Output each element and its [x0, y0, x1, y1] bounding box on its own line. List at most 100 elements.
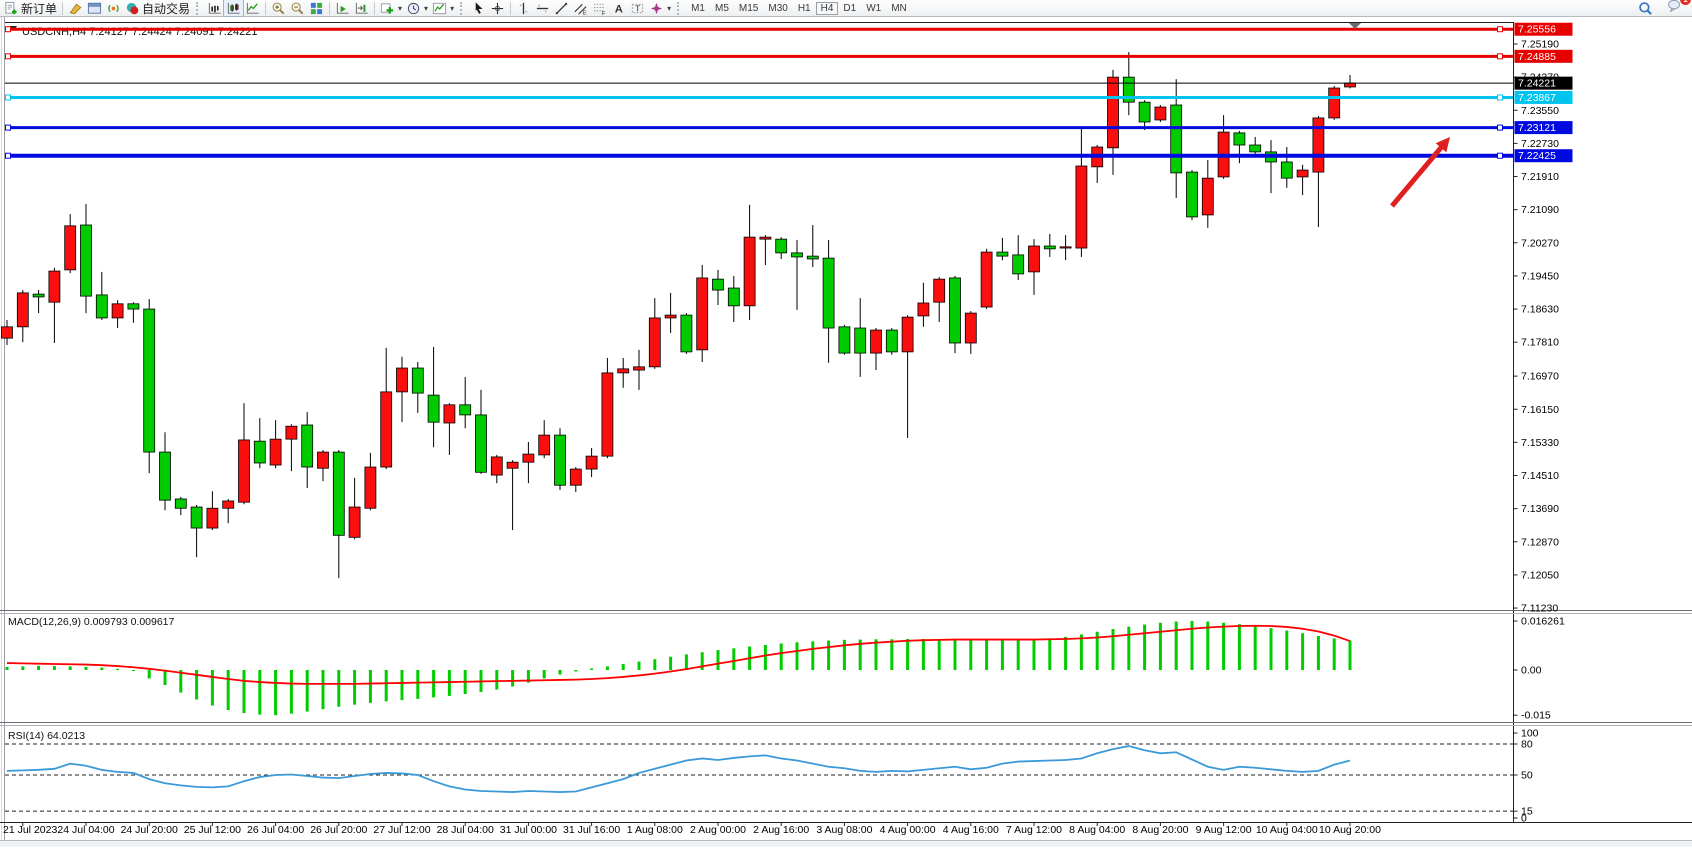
- hline-handle[interactable]: [1497, 94, 1503, 101]
- zoom-out-button[interactable]: [288, 0, 307, 16]
- notifications-button[interactable]: [1665, 0, 1684, 14]
- new-chart-button[interactable]: ▾: [378, 0, 404, 16]
- timeframe-m1[interactable]: M1: [691, 2, 705, 14]
- draw-vline-button[interactable]: [514, 0, 533, 16]
- draw-trendline-button[interactable]: [552, 0, 571, 16]
- hline-handle[interactable]: [1497, 124, 1503, 131]
- timeframe-m30[interactable]: M30: [768, 2, 788, 14]
- macd-histogram-bar: [116, 668, 120, 670]
- macd-histogram-bar: [1348, 640, 1352, 670]
- chart-shift-marker[interactable]: [1349, 23, 1361, 29]
- search-button[interactable]: [1636, 0, 1655, 16]
- styler-button[interactable]: [66, 0, 85, 16]
- draw-text-button[interactable]: A: [609, 0, 628, 16]
- macd-histogram-bar: [1206, 621, 1210, 670]
- cursor-button[interactable]: [469, 0, 488, 16]
- crosshair-button[interactable]: [488, 0, 507, 16]
- arrow-object-shaft[interactable]: [1390, 143, 1446, 208]
- new-order-button[interactable]: 新订单: [2, 0, 59, 16]
- draw-fibonacci-button[interactable]: F: [590, 0, 609, 16]
- hline-handle[interactable]: [1497, 53, 1503, 60]
- macd-histogram-bar: [400, 670, 404, 701]
- date-axis-label: 24 Jul 20:00: [121, 824, 178, 836]
- chart-bars-button[interactable]: [205, 0, 224, 16]
- candle-body: [380, 391, 393, 468]
- candle-body: [174, 498, 187, 509]
- price-axis-tick-label: 7.16150: [1521, 404, 1559, 416]
- candle-body: [901, 316, 914, 353]
- timeframe-m5[interactable]: M5: [715, 2, 729, 14]
- macd-histogram-bar: [100, 667, 104, 670]
- rsi-axis-tick-label: 50: [1521, 770, 1533, 782]
- candle-body: [411, 367, 424, 394]
- hline-handle[interactable]: [1497, 26, 1503, 33]
- candle-body: [1059, 246, 1072, 249]
- price-badge-label: 7.25556: [1518, 24, 1556, 36]
- profiles-button[interactable]: ▾: [404, 0, 430, 16]
- candle-body: [1344, 82, 1356, 88]
- chart-candles-button[interactable]: [223, 0, 245, 17]
- arrow-object-head[interactable]: [1435, 137, 1450, 153]
- candle-body: [206, 507, 219, 529]
- timeframe-mn[interactable]: MN: [891, 2, 907, 14]
- date-axis-label: 26 Jul 20:00: [310, 824, 367, 836]
- candle-body: [727, 287, 740, 307]
- price-badge: [1514, 22, 1573, 36]
- tile-windows-button[interactable]: [307, 0, 326, 16]
- rsi-axis-tick-label: 15: [1521, 806, 1533, 818]
- svg-text:A: A: [615, 3, 623, 15]
- timeframe-d1[interactable]: D1: [843, 2, 857, 14]
- candle-body: [222, 500, 235, 509]
- auto-scroll-button[interactable]: [333, 0, 352, 16]
- macd-histogram-bar: [210, 670, 214, 706]
- date-axis-label: 10 Aug 20:00: [1319, 824, 1381, 836]
- autoscroll-icon: [336, 2, 349, 14]
- price-badge: [1514, 90, 1573, 104]
- toolbar-separator: [510, 1, 512, 15]
- draw-hline-button[interactable]: [533, 0, 552, 16]
- terminal-button[interactable]: [85, 0, 104, 16]
- date-axis-label: 25 Jul 12:00: [184, 824, 241, 836]
- draw-channel-button[interactable]: E: [571, 0, 590, 16]
- macd-histogram-bar: [890, 639, 894, 670]
- chart-line-button[interactable]: [243, 0, 262, 16]
- timeframe-m15[interactable]: M15: [738, 2, 759, 14]
- macd-histogram-bar: [195, 670, 199, 700]
- hline-handle[interactable]: [5, 53, 11, 60]
- rsi-label: RSI(14) 64.0213: [8, 730, 85, 742]
- hline-handle[interactable]: [5, 94, 11, 101]
- candle-body: [538, 434, 551, 456]
- price-badge: [1514, 76, 1573, 90]
- strategy-tester-button[interactable]: [104, 0, 123, 16]
- timeframe-h1[interactable]: H1: [797, 2, 811, 14]
- macd-histogram-bar: [558, 670, 562, 675]
- notification-badge: 1: [1680, 0, 1691, 5]
- hline-handle[interactable]: [5, 124, 11, 131]
- chart-shift-button[interactable]: [352, 0, 371, 16]
- candle-body: [1107, 76, 1119, 149]
- candle-body: [143, 308, 156, 453]
- draw-label-button[interactable]: T: [628, 0, 647, 16]
- candle-body: [1201, 177, 1214, 216]
- macd-histogram-bar: [52, 666, 56, 670]
- candle-body: [759, 236, 772, 240]
- chart-window[interactable]: USDCNH,H4 7.24127 7.24424 7.24091 7.2422…: [0, 17, 1692, 847]
- hline-handle[interactable]: [5, 26, 11, 33]
- macd-label: MACD(12,26,9) 0.009793 0.009617: [8, 616, 175, 628]
- autotrade-icon: [126, 2, 139, 14]
- candle-body: [680, 314, 693, 353]
- hline-handle[interactable]: [1497, 152, 1503, 159]
- zoom-in-button[interactable]: [269, 0, 288, 16]
- hline-handle[interactable]: [5, 152, 11, 159]
- timeframe-h4[interactable]: H4: [815, 1, 839, 15]
- candle-body: [1249, 144, 1262, 153]
- price-axis-tick-label: 7.25190: [1521, 39, 1559, 51]
- autotrading-button[interactable]: 自动交易: [123, 0, 192, 16]
- date-axis-label: 24 Jul 04:00: [57, 824, 114, 836]
- draw-arrows-button[interactable]: ▾: [647, 0, 673, 16]
- trend-icon: [555, 2, 568, 14]
- timeframe-w1[interactable]: W1: [866, 2, 882, 14]
- macd-signal-line: [6, 624, 1351, 685]
- indicators-list-button[interactable]: ▾: [430, 0, 456, 16]
- candle-body: [459, 404, 472, 416]
